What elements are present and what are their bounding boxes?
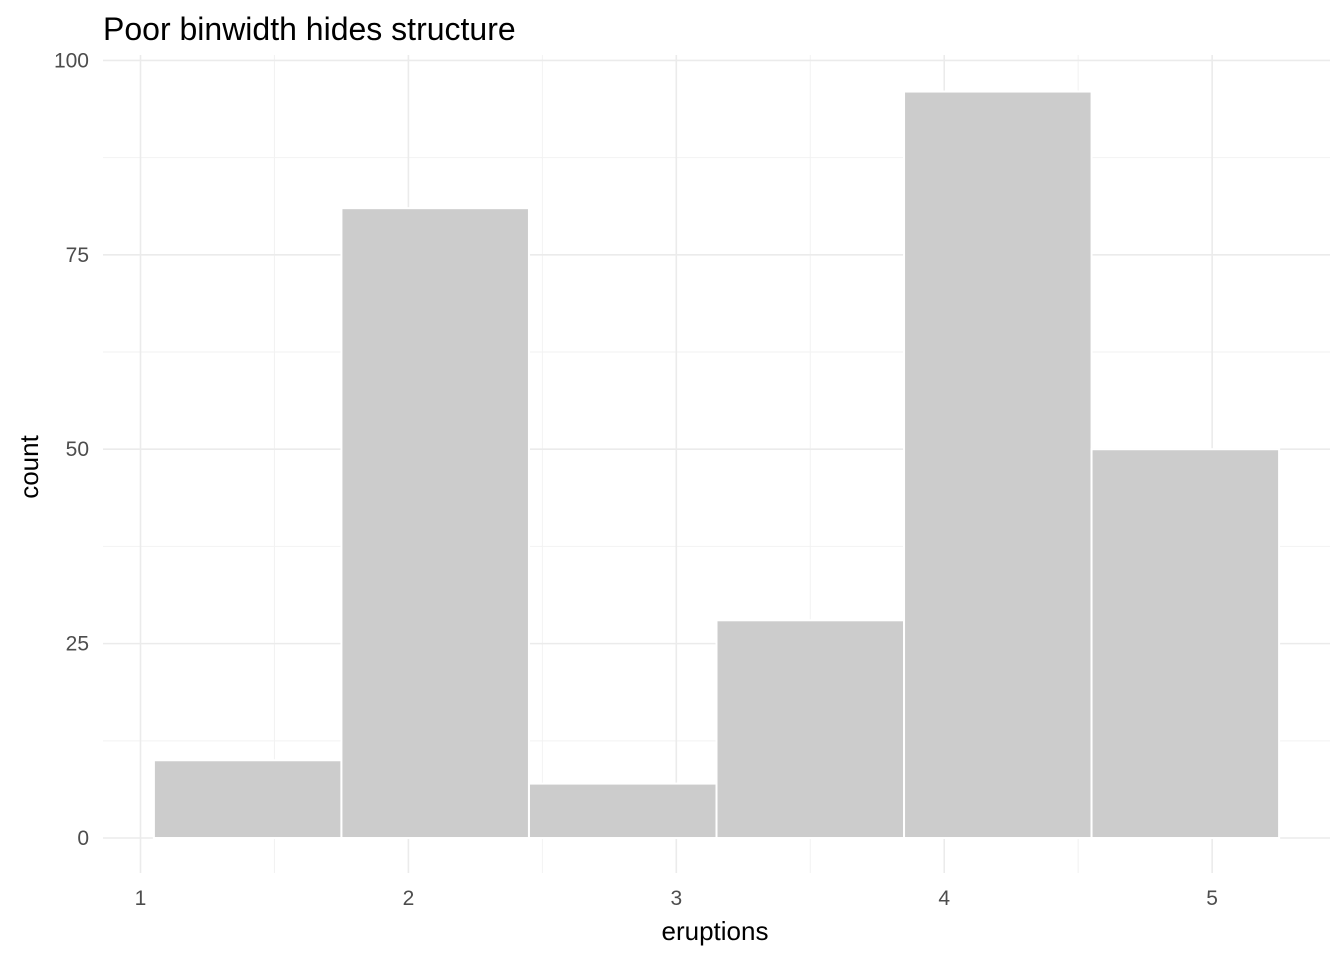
y-tick-label: 0 [77,827,89,850]
histogram-bar [340,207,530,840]
x-tick-label: 1 [135,887,147,910]
histogram-bar [527,782,718,840]
x-tick-label: 2 [403,887,415,910]
y-axis-tick-labels: 0 25 50 75 100 [54,49,89,850]
histogram-bar [715,619,906,840]
histogram-bar [152,759,343,840]
histogram-bars [152,90,1281,840]
y-tick-label: 25 [66,633,89,656]
y-tick-label: 100 [54,49,89,72]
x-axis-title: eruptions [662,916,769,946]
y-tick-label: 75 [66,244,89,267]
x-tick-label: 4 [938,887,950,910]
x-tick-label: 3 [670,887,682,910]
histogram-bar [903,90,1093,840]
y-tick-label: 50 [66,438,89,461]
histogram-bar [1090,448,1281,840]
chart-title: Poor binwidth hides structure [103,11,516,47]
x-tick-label: 5 [1206,887,1218,910]
x-axis-tick-labels: 1 2 3 4 5 [135,887,1218,910]
y-axis-title: count [14,434,44,498]
